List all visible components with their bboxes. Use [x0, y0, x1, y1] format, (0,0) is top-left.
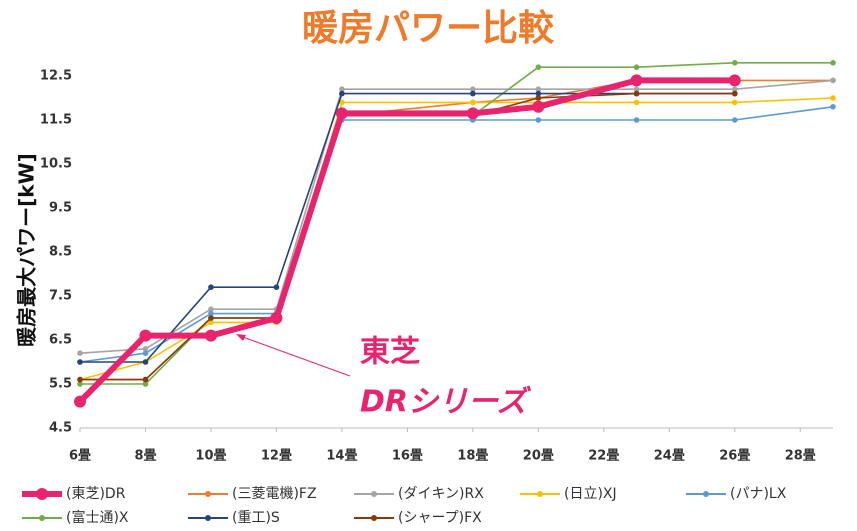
- chart-title: 暖房パワー比較: [302, 8, 555, 49]
- point: [731, 117, 738, 123]
- x-tick-label: 20畳: [523, 449, 554, 464]
- x-tick-label: 14畳: [326, 449, 357, 464]
- point: [208, 310, 214, 317]
- arrow-head: [236, 334, 246, 341]
- point: [339, 86, 345, 92]
- x-tick-label: 22畳: [588, 449, 619, 464]
- annotation: 東芝: [360, 335, 420, 370]
- point: [532, 100, 545, 113]
- point: [77, 359, 83, 365]
- point: [535, 90, 542, 97]
- point: [142, 359, 149, 365]
- y-tick-label: 6.5: [49, 333, 72, 348]
- point: [77, 376, 83, 383]
- point: [470, 86, 476, 92]
- annotation: DRシリーズ: [360, 385, 532, 420]
- point: [139, 329, 152, 342]
- annotation-arrow: [239, 335, 351, 377]
- y-tick-label: 11.5: [40, 113, 72, 128]
- x-tick-label: 26畳: [719, 449, 750, 464]
- point: [630, 74, 643, 87]
- point: [535, 117, 542, 123]
- point: [535, 95, 542, 101]
- legend-marker: [703, 491, 709, 497]
- legend-marker: [371, 515, 377, 521]
- point: [830, 77, 836, 84]
- point: [731, 99, 738, 106]
- x-tick-label: 18畳: [457, 449, 488, 464]
- legend-label: (東芝)DR: [66, 486, 126, 502]
- series-line: [79, 106, 834, 363]
- point: [633, 64, 640, 70]
- legend-marker: [36, 488, 48, 500]
- y-axis-label: 暖房最大パワー[kW]: [15, 153, 39, 347]
- point: [208, 306, 214, 313]
- x-tick-label: 10畳: [195, 449, 226, 464]
- x-tick-label: 8畳: [134, 449, 156, 464]
- point: [830, 95, 836, 101]
- point: [633, 117, 640, 123]
- point: [731, 86, 738, 92]
- y-tick-label: 5.5: [49, 377, 72, 392]
- point: [830, 60, 836, 66]
- point: [208, 315, 214, 321]
- y-tick-label: 7.5: [49, 289, 72, 304]
- x-tick-label: 12畳: [261, 449, 292, 464]
- point: [731, 90, 738, 97]
- point: [339, 90, 345, 97]
- y-tick-label: 12.5: [40, 69, 72, 84]
- point: [633, 99, 640, 106]
- point: [142, 346, 149, 352]
- y-tick-label: 9.5: [49, 201, 72, 216]
- legend-label: (シャープ)FX: [398, 510, 482, 526]
- point: [335, 107, 348, 120]
- point: [731, 60, 738, 66]
- point: [77, 350, 83, 357]
- point: [270, 312, 283, 324]
- legend-label: (日立)XJ: [564, 486, 617, 502]
- legend-label: (三菱電機)FZ: [232, 486, 317, 502]
- point: [830, 104, 836, 110]
- legend-label: (ダイキン)RX: [398, 486, 484, 502]
- point: [535, 86, 542, 92]
- x-tick-label: 16畳: [392, 449, 423, 464]
- point: [470, 99, 476, 106]
- point: [77, 381, 83, 387]
- series-line: [79, 97, 834, 381]
- point: [142, 381, 149, 387]
- legend-marker: [537, 491, 543, 497]
- legend-marker: [205, 491, 211, 497]
- legend-label: (重工)S: [232, 510, 280, 526]
- legend-label: (富士通)X: [66, 509, 129, 526]
- point: [74, 395, 86, 408]
- legend-marker: [371, 491, 377, 497]
- point: [470, 90, 476, 97]
- point: [728, 74, 741, 87]
- point: [273, 284, 280, 291]
- series-line: [79, 79, 834, 354]
- legend-label: (パナ)LX: [730, 486, 787, 502]
- point: [208, 319, 214, 326]
- series-line: [80, 92, 735, 363]
- x-tick-label: 28畳: [785, 449, 816, 464]
- legend-marker: [39, 515, 45, 521]
- point: [142, 376, 149, 383]
- point: [339, 99, 345, 106]
- legend-marker: [205, 515, 211, 521]
- point: [633, 90, 640, 97]
- point: [208, 284, 214, 291]
- y-tick-label: 10.5: [40, 157, 72, 172]
- point: [204, 329, 217, 342]
- x-tick-label: 6畳: [69, 449, 91, 464]
- x-tick-label: 24畳: [654, 449, 685, 464]
- point: [535, 64, 542, 70]
- point: [633, 86, 640, 92]
- point: [466, 107, 479, 120]
- point: [142, 350, 149, 357]
- y-tick-label: 4.5: [49, 421, 72, 436]
- y-tick-label: 8.5: [49, 245, 72, 260]
